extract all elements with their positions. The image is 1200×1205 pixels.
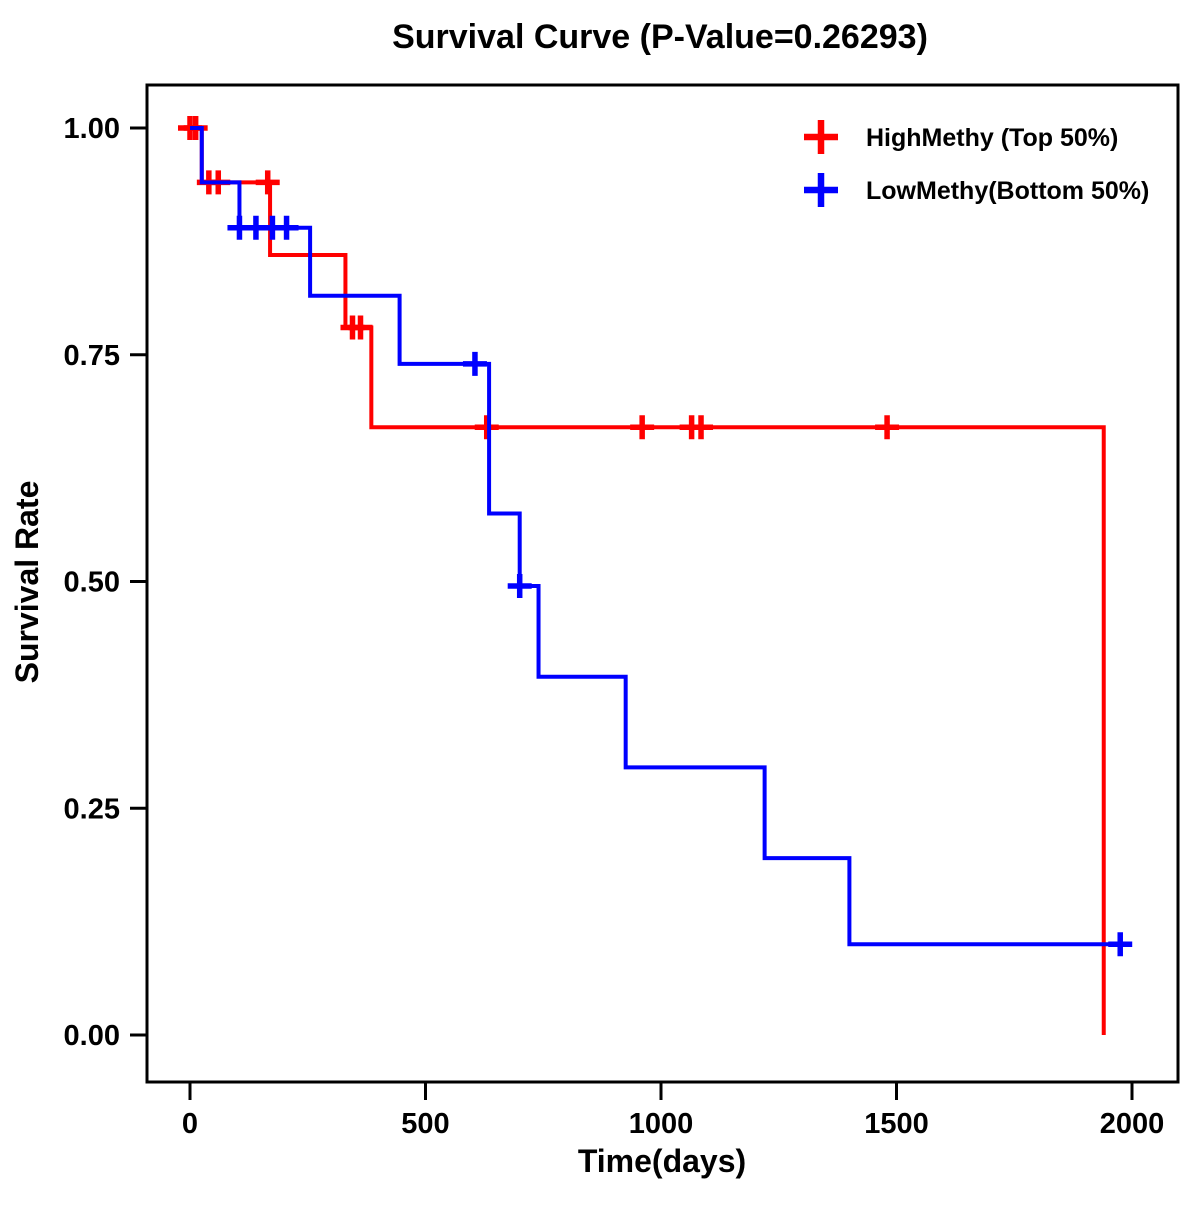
censor-plus-marker-icon <box>255 170 280 195</box>
plot-border <box>145 83 1180 1084</box>
y-tick-label: 0.25 <box>64 793 120 825</box>
legend-item-lowmethy: LowMethy(Bottom 50%) <box>804 173 1149 207</box>
survival-step-curve <box>190 126 1121 947</box>
plus-marker-highmethy-icon <box>804 120 838 154</box>
x-tick-label: 1500 <box>864 1108 929 1140</box>
x-tick-label: 500 <box>401 1108 449 1140</box>
censor-plus-marker-icon <box>689 415 714 440</box>
censor-plus-marker-icon <box>474 415 499 440</box>
chart-title: Survival Curve (P-Value=0.26293) <box>392 18 928 56</box>
censor-plus-marker-icon <box>462 351 487 376</box>
censor-plus-marker-icon <box>274 215 299 240</box>
x-tick-label: 1000 <box>629 1108 694 1140</box>
plus-marker-lowmethy-icon <box>804 173 838 207</box>
censor-plus-marker-icon <box>875 415 900 440</box>
y-tick-label: 0.75 <box>64 340 120 372</box>
y-tick-label: 0.00 <box>64 1020 120 1052</box>
censor-plus-marker-icon <box>1108 932 1133 957</box>
y-tick-label: 0.50 <box>64 567 120 599</box>
y-tick-label: 1.00 <box>64 113 120 145</box>
x-tick-label: 0 <box>182 1108 198 1140</box>
axes: 0 500 1000 1500 2000 0.00 0.25 0.50 0.75 1.00 <box>64 113 1165 1140</box>
x-axis-label: Time(days) <box>578 1143 746 1179</box>
legend-label-lowmethy: LowMethy(Bottom 50%) <box>866 177 1149 205</box>
survival-step-curve <box>190 126 1106 1035</box>
legend-item-highmethy: HighMethy (Top 50%) <box>804 120 1118 154</box>
x-tick-label: 2000 <box>1100 1108 1165 1140</box>
survival-curves <box>178 116 1133 1035</box>
censor-plus-marker-icon <box>630 415 655 440</box>
y-axis-label: Survival Rate <box>9 481 45 684</box>
legend: HighMethy (Top 50%) LowMethy(Bottom 50%) <box>804 120 1149 207</box>
censor-plus-marker-icon <box>348 315 373 340</box>
legend-label-highmethy: HighMethy (Top 50%) <box>866 124 1118 152</box>
censor-plus-marker-icon <box>507 574 532 599</box>
